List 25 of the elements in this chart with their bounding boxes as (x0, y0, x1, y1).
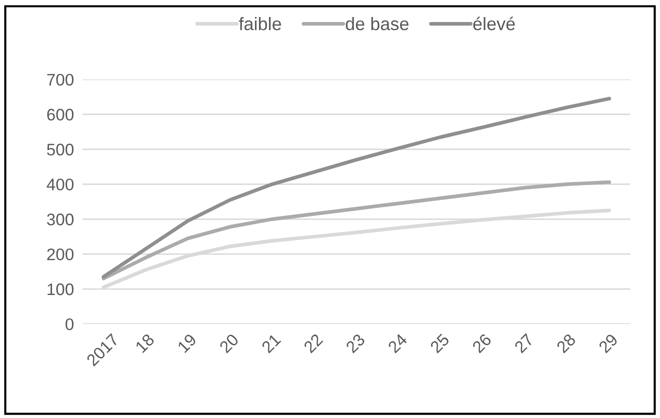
legend-label: faible (238, 16, 282, 30)
y-tick-label: 300 (46, 214, 74, 226)
x-tick-label: 28 (556, 333, 576, 354)
y-tick-label: 700 (47, 74, 74, 86)
y-tick-label: 100 (48, 283, 74, 296)
x-tick-label: 20 (218, 333, 240, 354)
legend-label: élevé (473, 16, 515, 30)
legend-label: de base (346, 16, 408, 30)
y-tick-label: 600 (47, 108, 74, 121)
x-tick-label: 29 (598, 333, 618, 354)
x-tick-label: 18 (134, 333, 155, 354)
x-tick-label: 22 (303, 333, 324, 354)
y-tick-label: 500 (47, 144, 74, 156)
x-tick-label: 23 (345, 333, 366, 354)
x-tick-label: 27 (514, 333, 534, 354)
x-tick-label: 25 (430, 333, 450, 354)
x-tick-label: 24 (387, 332, 408, 354)
line-series (102, 96, 612, 279)
x-tick-label: 21 (260, 333, 282, 354)
y-tick-label: 0 (66, 318, 74, 330)
x-tick-label: 19 (177, 333, 198, 354)
x-tick-label: 26 (472, 333, 492, 354)
line-series (102, 180, 612, 280)
y-tick-label: 400 (46, 178, 74, 190)
y-tick-label: 200 (47, 248, 74, 260)
